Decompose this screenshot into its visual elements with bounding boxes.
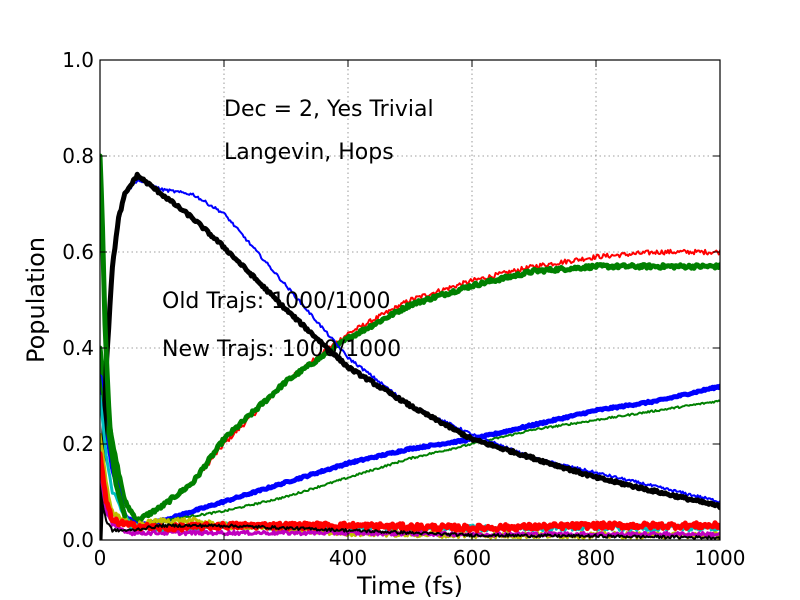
- x-axis-label: Time (fs): [356, 572, 463, 600]
- annotation-text: New Trajs: 1000/1000: [162, 337, 401, 362]
- series-line-9: [100, 451, 720, 534]
- y-tick-label: 0.0: [62, 528, 94, 552]
- y-tick-label: 0.2: [62, 432, 94, 456]
- x-tick-label: 0: [94, 546, 107, 570]
- series-line-1: [100, 262, 720, 524]
- series-line-5: [100, 171, 720, 540]
- series-line-10: [100, 491, 720, 540]
- annotation-text: Langevin, Hops: [224, 140, 394, 165]
- x-tick-label: 1000: [695, 546, 746, 570]
- x-tick-label: 600: [453, 546, 491, 570]
- y-tick-label: 1.0: [62, 48, 94, 72]
- x-tick-label: 200: [205, 546, 243, 570]
- y-tick-label: 0.4: [62, 336, 94, 360]
- data-series: [100, 153, 720, 540]
- grid-lines: [100, 60, 720, 540]
- x-tick-label: 400: [329, 546, 367, 570]
- series-line-11: [100, 153, 128, 519]
- axis-ticks: 0 200 400 600 800 1000 0.0 0.2 0.4 0.6 0.8 1.0: [62, 48, 745, 570]
- plot-frame: [99, 59, 721, 541]
- annotations: Dec = 2, Yes Trivial Langevin, Hops Old Tr…: [162, 97, 434, 362]
- annotation-text: Dec = 2, Yes Trivial: [224, 97, 434, 122]
- y-axis-label: Population: [22, 237, 50, 363]
- series-line-2: [100, 374, 720, 529]
- annotation-text: Old Trajs: 1000/1000: [162, 289, 391, 314]
- x-tick-label: 800: [577, 546, 615, 570]
- series-line-3: [100, 375, 720, 527]
- y-tick-label: 0.8: [62, 144, 94, 168]
- y-tick-label: 0.6: [62, 240, 94, 264]
